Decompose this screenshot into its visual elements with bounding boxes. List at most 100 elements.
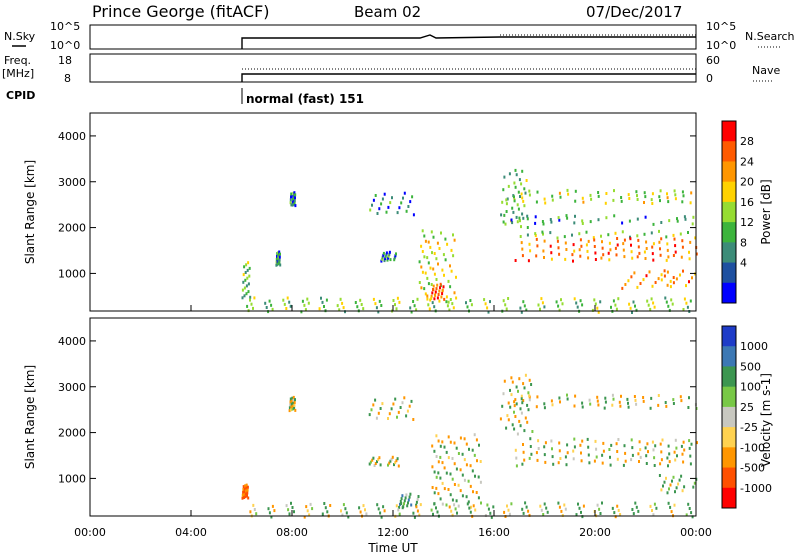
power-colorbar-label: Power [dB]: [759, 179, 773, 244]
velocity-data-cell: [244, 492, 247, 496]
velocity-data-cell: [542, 513, 545, 516]
power-data-cell: [621, 221, 624, 225]
power-data-cell: [651, 252, 654, 256]
power-data-cell: [557, 246, 560, 250]
power-data-cell: [246, 304, 249, 308]
velocity-data-cell: [417, 495, 420, 498]
power-data-cell: [383, 192, 386, 196]
velocity-data-cell: [510, 376, 513, 380]
power-data-cell: [387, 254, 390, 258]
velocity-data-cell: [572, 457, 575, 461]
velocity-data-cell: [399, 500, 402, 503]
velocity-data-cell: [311, 507, 314, 511]
velocity-data-cell: [503, 379, 506, 383]
velocity-data-cell: [566, 393, 568, 397]
velocity-data-cell: [455, 467, 458, 471]
velocity-data-cell: [647, 450, 649, 454]
power-data-cell: [374, 194, 377, 197]
power-data-cell: [550, 220, 553, 224]
velocity-data-cell: [518, 419, 521, 423]
power-data-cell: [484, 302, 487, 306]
velocity-data-cell: [473, 433, 476, 437]
velocity-data-cell: [535, 405, 538, 409]
velocity-data-cell: [650, 396, 653, 400]
power-data-cell: [510, 218, 513, 222]
power-data-cell: [666, 242, 669, 246]
velocity-data-cell: [507, 401, 510, 405]
power-data-cell: [523, 204, 526, 208]
power-data-cell: [252, 306, 254, 310]
power-data-cell: [426, 256, 429, 260]
velocity-data-cell: [688, 507, 691, 510]
power-data-cell: [624, 283, 627, 286]
power-data-cell: [632, 300, 635, 304]
velocity-data-cell: [564, 507, 567, 511]
power-data-cell: [455, 275, 457, 279]
power-data-cell: [691, 276, 693, 280]
date-label: 07/Dec/2017: [586, 3, 682, 21]
freq-tick-bottom: 8: [64, 72, 71, 85]
power-data-cell: [279, 263, 282, 267]
power-data-cell: [433, 252, 436, 255]
velocity-colorbar-swatch: [722, 346, 736, 367]
power-data-cell: [434, 290, 437, 294]
power-data-cell: [672, 276, 675, 279]
power-data-cell: [245, 292, 248, 296]
power-data-cell: [556, 239, 559, 243]
velocity-data-cell: [449, 440, 452, 444]
velocity-data-cell: [436, 510, 439, 514]
power-data-cell: [325, 298, 328, 302]
power-data-cell: [441, 292, 444, 296]
power-data-cell: [382, 251, 385, 255]
power-data-cell: [560, 298, 562, 302]
power-data-cell: [564, 241, 567, 245]
power-data-cell: [679, 273, 681, 277]
power-data-cell: [525, 179, 528, 182]
velocity-data-cell: [602, 449, 605, 453]
velocity-data-cell: [599, 512, 602, 515]
velocity-data-cell: [653, 502, 656, 506]
velocity-data-cell: [558, 396, 561, 400]
velocity-data-cell: [673, 450, 676, 454]
velocity-data-cell: [294, 398, 296, 402]
power-data-cell: [602, 253, 605, 257]
velocity-data-cell: [506, 504, 508, 508]
velocity-ytick-label: 1000: [58, 472, 86, 485]
power-data-cell: [421, 229, 424, 233]
power-data-cell: [512, 210, 515, 214]
power-data-cell: [520, 241, 523, 245]
velocity-data-cell: [667, 501, 670, 505]
power-data-cell: [551, 194, 554, 198]
velocity-data-cell: [492, 505, 495, 509]
power-data-cell: [487, 310, 490, 314]
power-data-cell: [628, 219, 631, 223]
power-data-cell: [246, 276, 249, 280]
velocity-data-cell: [550, 399, 553, 403]
power-data-cell: [507, 297, 510, 300]
power-data-cell: [444, 237, 447, 241]
velocity-data-cell: [439, 444, 442, 448]
velocity-data-cell: [293, 403, 296, 407]
power-data-cell: [522, 216, 525, 220]
velocity-data-cell: [474, 474, 476, 478]
velocity-data-cell: [465, 463, 468, 467]
velocity-data-cell: [565, 463, 568, 467]
power-data-cell: [411, 195, 414, 199]
velocity-data-cell: [581, 405, 584, 409]
power-data-cell: [294, 204, 297, 208]
velocity-data-cell: [564, 455, 567, 459]
power-data-cell: [520, 182, 523, 186]
velocity-data-cell: [273, 509, 276, 513]
power-data-cell: [381, 255, 384, 259]
power-data-cell: [409, 200, 412, 204]
velocity-data-cell: [362, 504, 365, 508]
velocity-data-cell: [368, 413, 371, 417]
velocity-data-cell: [415, 500, 418, 504]
velocity-data-cell: [443, 466, 446, 470]
power-data-cell: [591, 308, 594, 312]
power-data-cell: [301, 299, 304, 303]
power-data-cell: [616, 243, 619, 247]
velocity-data-cell: [529, 445, 532, 448]
velocity-data-cell: [405, 414, 408, 418]
velocity-data-cell: [449, 493, 452, 497]
